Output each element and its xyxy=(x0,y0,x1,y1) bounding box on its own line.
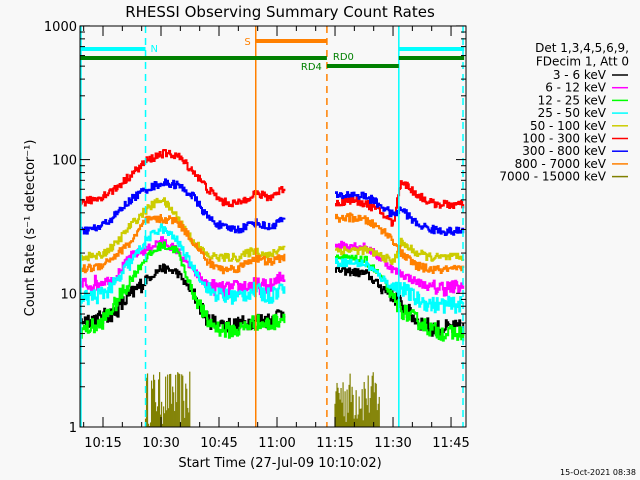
legend-label: 100 - 300 keV xyxy=(522,132,606,146)
flag-label: N xyxy=(151,44,158,55)
y-axis-label: Count Rate (s⁻¹ detector⁻¹) xyxy=(23,140,38,317)
flag-rd0: RD0 xyxy=(326,52,399,68)
legend-item: 7000 - 15000 keV xyxy=(499,170,628,184)
legend-item: 100 - 300 keV xyxy=(522,132,628,146)
legend-item: 12 - 25 keV xyxy=(538,93,628,107)
legend-label: 7000 - 15000 keV xyxy=(499,170,606,184)
series-line-25to50keV xyxy=(79,223,286,306)
legend-label: 3 - 6 keV xyxy=(553,68,607,82)
x-tick-label: 10:15 xyxy=(84,436,121,451)
legend-item: 6 - 12 keV xyxy=(545,81,628,95)
flag-rd4: RD4 xyxy=(79,56,465,73)
legend-item: 50 - 100 keV xyxy=(530,119,628,133)
legend-label: 300 - 800 keV xyxy=(522,144,606,158)
plot-frame xyxy=(79,25,467,428)
legend-item: 800 - 7000 keV xyxy=(515,157,628,171)
legend-item: 3 - 6 keV xyxy=(553,68,628,82)
x-tick-label: 10:45 xyxy=(200,436,237,451)
y-tick-label: 1000 xyxy=(44,20,77,35)
legend: Det 1,3,4,5,6,9,FDecim 1, Att 03 - 6 keV… xyxy=(499,41,629,184)
flag-label: RD0 xyxy=(333,52,354,63)
flag-label: RD4 xyxy=(301,62,322,73)
burst-7000-15000-keV xyxy=(144,371,191,427)
series-line-12to25keV xyxy=(79,241,286,339)
series-line-300to800keV xyxy=(79,178,286,235)
y-tick-label: 100 xyxy=(52,154,77,169)
legend-item: 300 - 800 keV xyxy=(522,144,628,158)
legend-label: 6 - 12 keV xyxy=(545,81,607,95)
x-axis-label: Start Time (27-Jul-09 10:10:02) xyxy=(178,456,381,471)
x-tick-label: 11:00 xyxy=(258,436,295,451)
legend-header: FDecim 1, Att 0 xyxy=(536,55,629,69)
flag-s: S xyxy=(244,37,327,48)
flag-n: N xyxy=(79,44,465,55)
x-tick-label: 10:30 xyxy=(142,436,179,451)
burst-7000-15000-keV xyxy=(334,372,380,427)
series-line-800to7000keV xyxy=(79,214,286,275)
x-tick-label: 11:45 xyxy=(432,436,469,451)
y-tick-label: 1 xyxy=(69,421,77,436)
y-tick-label: 10 xyxy=(60,287,77,302)
axis-ticks: 1 10 100 1000 10:15 10:30 10:45 11:00 11:15 11:30… xyxy=(44,20,470,451)
x-tick-label: 11:30 xyxy=(374,436,411,451)
legend-item: 25 - 50 keV xyxy=(538,106,628,120)
series-line-100to300keV xyxy=(79,149,286,208)
chart-title: RHESSI Observing Summary Count Rates xyxy=(125,3,435,21)
footer-timestamp: 15-Oct-2021 08:38 xyxy=(560,468,636,477)
legend-label: 800 - 7000 keV xyxy=(515,157,607,171)
flag-label: S xyxy=(244,37,250,48)
series-line-25to50keV xyxy=(335,257,465,314)
x-tick-label: 11:15 xyxy=(316,436,353,451)
series-line-300to800keV xyxy=(335,191,465,236)
legend-label: 50 - 100 keV xyxy=(530,119,607,133)
legend-label: 12 - 25 keV xyxy=(538,93,607,107)
plot-area: N S RD4 RD0 xyxy=(79,26,465,427)
legend-label: 25 - 50 keV xyxy=(538,106,607,120)
legend-header: Det 1,3,4,5,6,9, xyxy=(535,41,629,55)
